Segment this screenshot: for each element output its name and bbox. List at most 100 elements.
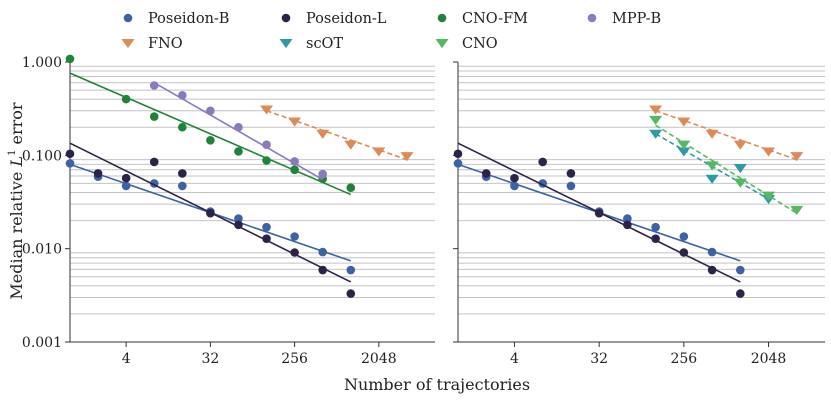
point-cno — [762, 191, 776, 201]
point-poseidon-b — [736, 265, 745, 275]
point-poseidon-b — [679, 232, 689, 241]
point-poseidon-b — [623, 214, 632, 223]
legend-label-cno: CNO — [462, 36, 498, 52]
point-cno — [705, 161, 719, 171]
legend-marker-cno — [435, 38, 449, 49]
point-fno — [790, 152, 804, 162]
x-tick-label: 32 — [201, 351, 219, 367]
point-poseidon-b — [65, 159, 75, 168]
point-poseidon-l — [736, 289, 745, 298]
point-poseidon-b — [707, 247, 717, 257]
left-panel: 0.001 0.010 0.100 1.000 4 32 256 2048 — [22, 54, 435, 367]
point-cno — [677, 140, 691, 150]
point-poseidon-l — [178, 169, 187, 178]
y-tick-label: 0.100 — [22, 148, 62, 164]
point-cno-fm — [178, 122, 187, 132]
point-fno — [316, 129, 330, 139]
point-cno-fm — [290, 165, 299, 175]
x-tick-label: 2048 — [361, 351, 397, 367]
point-poseidon-l — [93, 169, 103, 178]
legend-marker-scot — [279, 38, 293, 49]
legend-item-scot: scOT — [279, 36, 343, 52]
point-scot — [705, 174, 719, 184]
legend-item-fno: FNO — [121, 36, 183, 52]
point-poseidon-l — [510, 173, 519, 183]
legend-marker-fno — [121, 38, 135, 49]
series-poseidon-l — [453, 142, 745, 298]
point-poseidon-l — [206, 208, 215, 218]
fit-line-fno — [266, 110, 408, 161]
point-poseidon-b — [453, 159, 463, 168]
y-tick-label: 0.001 — [22, 335, 62, 351]
point-cno — [790, 205, 804, 216]
point-poseidon-l — [290, 248, 299, 257]
x-tick-label: 32 — [590, 351, 608, 367]
point-poseidon-l — [453, 149, 463, 159]
point-cno — [733, 178, 747, 188]
point-poseidon-l — [566, 169, 576, 178]
point-poseidon-l — [234, 220, 243, 230]
legend-label-poseidon-b: Poseidon-B — [148, 11, 229, 27]
point-poseidon-l — [121, 173, 131, 183]
legend-label-fno: FNO — [148, 36, 183, 52]
point-fno — [677, 117, 691, 127]
point-poseidon-b — [178, 181, 187, 191]
point-poseidon-l — [346, 289, 356, 298]
y-axis-label-L: L — [7, 156, 26, 168]
point-poseidon-l — [538, 157, 547, 167]
x-tick-label: 4 — [510, 351, 519, 367]
point-mpp-b — [206, 106, 215, 116]
right-panel: 4 32 256 2048 — [453, 61, 825, 367]
y-axis-label-sup: 1 — [7, 150, 18, 156]
legend-item-poseidon-b: Poseidon-B — [123, 11, 229, 27]
point-cno-fm — [234, 147, 243, 156]
point-poseidon-l — [594, 208, 604, 218]
point-cno-fm — [346, 183, 356, 193]
legend-item-mpp-b: MPP-B — [587, 11, 661, 27]
point-poseidon-b — [566, 181, 576, 191]
point-fno — [344, 140, 358, 150]
point-fno — [705, 129, 719, 139]
point-poseidon-l — [65, 149, 75, 159]
point-mpp-b — [234, 122, 243, 132]
point-cno-fm — [149, 112, 159, 121]
point-mpp-b — [290, 157, 299, 166]
point-poseidon-l — [651, 234, 660, 243]
legend-label-cno-fm: CNO-FM — [462, 11, 528, 27]
point-mpp-b — [178, 90, 187, 100]
point-poseidon-l — [707, 265, 717, 275]
point-poseidon-l — [623, 220, 632, 230]
legend-marker-mpp-b — [587, 13, 597, 23]
legend-marker-poseidon-l — [281, 13, 291, 23]
point-poseidon-l — [149, 157, 159, 167]
legend-label-mpp-b: MPP-B — [612, 11, 661, 27]
point-poseidon-b — [121, 181, 131, 191]
legend-marker-poseidon-b — [123, 13, 133, 23]
point-mpp-b — [262, 140, 271, 149]
series-fno — [260, 105, 414, 162]
series-mpp-b — [149, 81, 327, 181]
point-fno — [372, 147, 386, 157]
point-poseidon-b — [234, 214, 243, 223]
point-cno — [649, 115, 663, 125]
series-fno — [649, 105, 804, 162]
x-tick-label: 4 — [122, 351, 131, 367]
y-axis-label-prefix: Median relative — [7, 167, 26, 300]
y-tick-label: 1.000 — [22, 55, 62, 71]
legend-marker-cno-fm — [437, 13, 447, 23]
x-axis-label: Number of trajectories — [344, 375, 530, 394]
point-fno — [400, 152, 414, 162]
point-mpp-b — [318, 169, 327, 179]
point-fno — [649, 105, 663, 115]
legend-label-scot: scOT — [306, 36, 343, 52]
point-poseidon-l — [679, 248, 689, 257]
point-poseidon-b — [290, 232, 299, 241]
point-fno — [288, 117, 302, 127]
x-tick-label: 256 — [281, 351, 308, 367]
point-fno — [762, 147, 776, 157]
point-poseidon-b — [510, 181, 519, 191]
point-poseidon-l — [318, 265, 327, 275]
point-scot — [649, 129, 663, 139]
point-poseidon-l — [262, 234, 271, 243]
